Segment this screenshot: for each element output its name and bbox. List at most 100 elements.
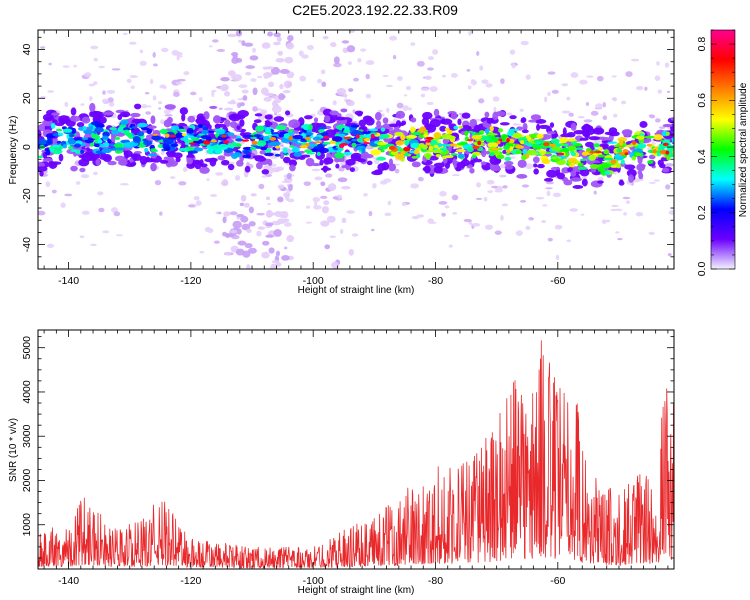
spectrogram-cell: [217, 155, 226, 161]
spectrogram-cell: [433, 132, 442, 139]
spectrogram-cell: [486, 179, 495, 185]
spectrogram-cell: [439, 190, 447, 197]
spectrogram-cell: [325, 173, 333, 178]
spectrogram-cell: [457, 153, 465, 159]
y-tick-label: 0: [21, 144, 33, 150]
spectrogram-cell: [355, 134, 360, 139]
spectrogram-cell: [136, 122, 148, 128]
spectrogram-cell: [168, 134, 177, 138]
spectrogram-cell: [69, 115, 81, 122]
spectrogram-cell: [262, 240, 270, 246]
spectrogram-cell: [42, 158, 53, 162]
spectrogram-cell: [321, 205, 329, 214]
spectrogram-cell: [466, 146, 474, 153]
colorbar: 0.0 0.2 0.4 0.6 0.8 Normalized spectral ampl…: [696, 29, 749, 276]
spectrogram-cell: [350, 124, 360, 128]
spectrogram-cell: [239, 119, 245, 127]
spectrogram-cell: [245, 65, 256, 69]
spectrogram-cell: [304, 136, 311, 140]
spectrogram-cell: [281, 254, 290, 261]
spectrogram-cell: [102, 90, 106, 95]
x-tick-label: -60: [550, 575, 565, 587]
spectrogram-cell: [603, 149, 610, 155]
spectrogram-cell: [522, 148, 528, 155]
spectrogram-cell: [410, 143, 419, 149]
spectrogram-cell: [637, 170, 643, 175]
spectrogram-cell: [61, 126, 67, 130]
spectrogram-cell: [484, 128, 490, 134]
spectrogram-cell: [515, 144, 523, 149]
spectrogram-cell: [463, 218, 472, 223]
spectrogram-cell: [561, 110, 571, 114]
spectrogram-cell: [389, 123, 399, 128]
spectrogram-cell: [273, 32, 281, 38]
spectrogram-cell: [570, 122, 577, 131]
spectrogram-cell: [477, 140, 482, 146]
spectrogram-cell: [592, 127, 605, 135]
x-tick-label: -120: [180, 275, 201, 287]
spectrogram-cell: [496, 154, 505, 160]
spectrogram-cell: [84, 72, 92, 78]
spectrogram-cell: [394, 153, 405, 160]
spectrogram-cell: [46, 243, 55, 249]
spectrogram-cell: [80, 174, 90, 179]
spectrogram-cell: [509, 49, 516, 55]
spectrogram-cell: [263, 71, 272, 79]
spectrogram-cell: [535, 141, 541, 145]
spectrogram-cell: [495, 110, 506, 117]
spectrogram-cell: [394, 168, 400, 174]
spectrogram-cell: [277, 50, 284, 56]
spectrogram-cell: [473, 124, 482, 133]
spectrogram-cell: [323, 135, 330, 139]
spectrogram-cell: [616, 162, 621, 169]
spectrogram-cell: [426, 101, 434, 106]
spectrogram-cell: [198, 115, 206, 122]
spectrogram-cell: [421, 111, 433, 120]
spectrogram-cell: [238, 39, 243, 43]
spectrogram-cell: [555, 254, 560, 261]
spectrogram-cell: [70, 107, 77, 116]
spectrogram-cell: [335, 163, 340, 169]
spectrogram-cell: [380, 127, 386, 132]
spectrogram-cell: [402, 105, 410, 111]
spectrogram-cell: [209, 105, 218, 109]
spectrogram-cell: [204, 158, 215, 163]
spectrogram-cell: [449, 143, 458, 147]
spectrogram-cell: [79, 235, 85, 239]
spectrogram-cell: [280, 210, 289, 219]
spectrogram-cell: [214, 123, 227, 128]
spectrogram-cell: [656, 61, 660, 66]
spectrogram-cell: [316, 143, 324, 149]
spectrogram-cell: [621, 100, 627, 105]
spectrogram-cell: [320, 69, 326, 75]
colorbar-gradient: [711, 30, 735, 269]
spectrogram-cell: [278, 93, 285, 101]
spectrogram-cell: [624, 152, 629, 156]
spectrogram-cell: [525, 74, 531, 80]
spectrogram-cell: [288, 184, 293, 192]
spectrogram-cell: [239, 132, 246, 137]
spectrogram-cell: [411, 155, 419, 159]
spectrogram-cell: [438, 200, 448, 205]
spectrogram-cell: [304, 149, 313, 153]
spectrogram-cell: [288, 136, 293, 141]
spectrogram-cell: [243, 42, 254, 47]
spectrogram-cell: [485, 83, 493, 88]
spectrogram-cell: [528, 119, 537, 123]
spectrogram-cell: [508, 128, 520, 132]
spectrogram-cell: [62, 128, 73, 133]
spectrogram-cell: [286, 198, 295, 203]
spectrogram-cell: [602, 101, 606, 108]
spectrogram-cell: [292, 134, 303, 140]
spectrogram-cell: [323, 157, 334, 165]
spectrogram-cell: [199, 166, 210, 174]
spectrogram-cell: [341, 164, 348, 169]
spectrogram-cell: [153, 63, 158, 67]
spectrogram-cell: [422, 166, 431, 172]
spectrogram-cell: [237, 110, 249, 118]
spectrogram-cell: [231, 141, 237, 146]
spectrogram-cell: [169, 176, 176, 179]
spectrogram-cell: [48, 62, 52, 66]
spectrogram-cell: [159, 211, 163, 216]
spectrogram-cell: [409, 150, 416, 154]
